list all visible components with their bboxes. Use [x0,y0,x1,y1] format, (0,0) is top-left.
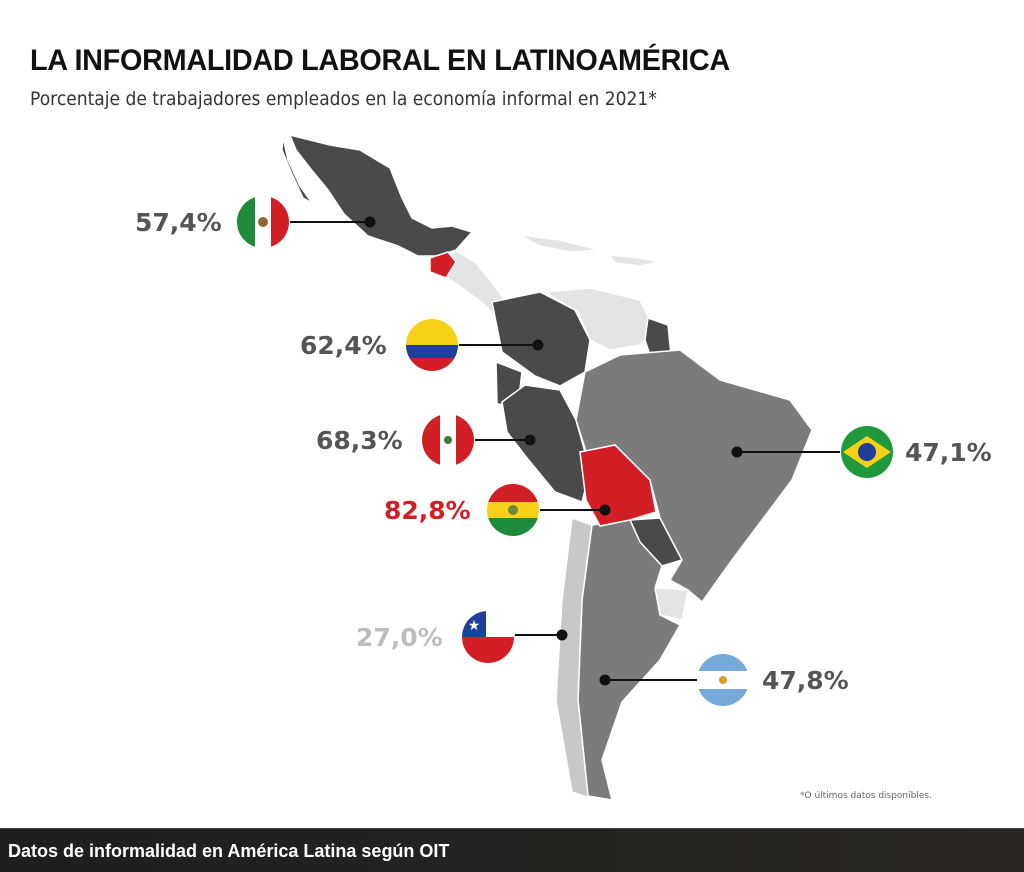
footnote: *O últimos datos disponibles. [800,791,932,801]
argentina-flag-icon [697,654,749,706]
page-title: LA INFORMALIDAD LABORAL EN LATINOAMÉRICA [30,44,730,77]
svg-text:★: ★ [468,618,481,634]
brazil-flag-icon [841,426,893,478]
cuba-shape [519,234,601,253]
caption-bar: Datos de informalidad en América Latina … [0,828,1024,872]
peru-value: 68,3% [316,426,403,455]
guatemala-region [429,251,457,279]
chile-value: 27,0% [356,623,443,652]
mexico-value: 57,4% [135,208,222,237]
infographic: ★ LA INFORMALIDAD LABORAL EN LATINOAMÉRI… [30,44,992,803]
caribbean-islands [608,254,661,267]
colombia-marker [532,339,544,351]
colombia-region [491,291,591,387]
bolivia-region [579,444,657,527]
chile-marker [556,629,568,641]
caption-text: Datos de informalidad en América Latina … [8,841,450,861]
latin-america-map: ★ [237,133,893,803]
bolivia-marker [599,504,611,516]
brazil-value: 47,1% [905,438,992,467]
baja-california-region [281,136,313,204]
bolivia-flag-icon [487,484,539,536]
mexico-region [288,133,474,257]
peru-flag-icon [422,414,474,466]
colombia-value: 62,4% [300,331,387,360]
brazil-marker [731,446,743,458]
argentina-marker [599,674,611,686]
argentina-value: 47,8% [762,666,849,695]
peru-marker [524,434,536,446]
mexico-marker [364,216,376,228]
bolivia-value: 82,8% [384,496,471,525]
page-subtitle: Porcentaje de trabajadores empleados en … [30,88,657,110]
chile-flag-icon: ★ [462,611,514,663]
venezuela-region [542,287,656,351]
chile-region [555,516,603,803]
colombia-flag-icon [406,319,458,371]
mexico-flag-icon [237,196,289,248]
